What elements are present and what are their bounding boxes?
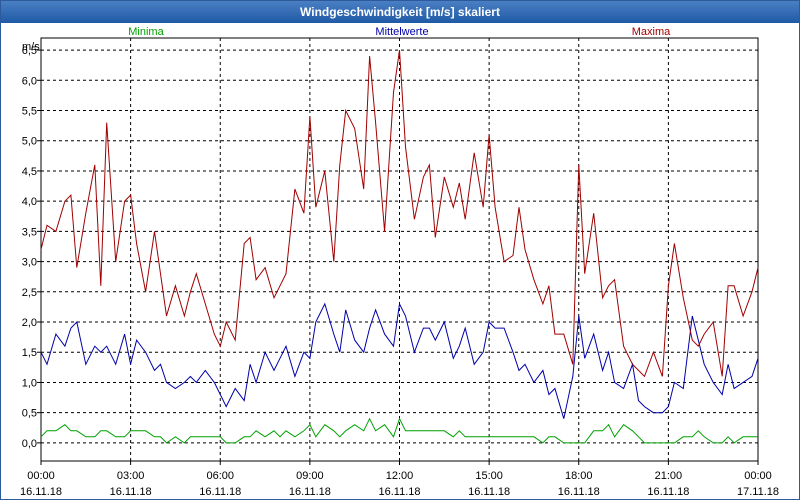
- x-tick-date: 16.11.18: [468, 486, 510, 498]
- y-axis-label: m/s: [22, 41, 40, 53]
- x-tick-label: 15:00: [475, 470, 503, 482]
- series-line: [40, 50, 759, 378]
- x-tick-date: 16.11.18: [110, 486, 152, 498]
- series-line: [40, 302, 759, 419]
- x-tick-label: 03:00: [117, 470, 145, 482]
- x-tick-label: 00:00: [744, 470, 772, 482]
- y-tick-label: 5,5: [22, 106, 37, 118]
- y-tick-label: 4,0: [22, 196, 37, 208]
- x-tick-date: 16.11.18: [558, 486, 600, 498]
- y-tick-label: 6,5: [22, 45, 37, 57]
- legend-item: Maxima: [632, 26, 671, 38]
- x-tick-date: 16.11.18: [647, 486, 689, 498]
- x-tick-label: 21:00: [655, 470, 683, 482]
- x-tick-date: 17.11.18: [737, 486, 779, 498]
- x-tick-date: 16.11.18: [289, 486, 331, 498]
- y-tick-label: 2,5: [22, 287, 37, 299]
- x-tick-date: 16.11.18: [378, 486, 420, 498]
- x-tick-label: 09:00: [296, 470, 324, 482]
- y-tick-label: 1,0: [22, 377, 37, 389]
- y-tick-label: 1,5: [22, 347, 37, 359]
- x-tick-label: 18:00: [565, 470, 593, 482]
- x-tick-label: 06:00: [206, 470, 234, 482]
- x-tick-date: 16.11.18: [20, 486, 62, 498]
- x-tick-date: 16.11.18: [199, 486, 241, 498]
- y-tick-label: 3,5: [22, 226, 37, 238]
- x-tick-label: 12:00: [386, 470, 414, 482]
- y-tick-label: 0,0: [22, 438, 37, 450]
- y-tick-label: 6,0: [22, 75, 37, 87]
- y-tick-label: 4,5: [22, 166, 37, 178]
- y-tick-label: 0,5: [22, 408, 37, 420]
- y-tick-label: 3,0: [22, 257, 37, 269]
- x-tick-label: 00:00: [27, 470, 55, 482]
- legend-item: Mittelwerte: [375, 26, 428, 38]
- window-title: Windgeschwindigkeit [m/s] skaliert: [1, 1, 799, 23]
- y-tick-label: 2,0: [22, 317, 37, 329]
- legend-item: Minima: [128, 26, 164, 38]
- series-line: [40, 417, 758, 444]
- y-tick-label: 5,0: [22, 136, 37, 148]
